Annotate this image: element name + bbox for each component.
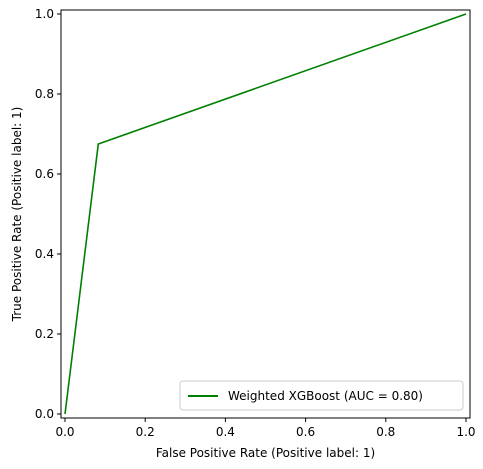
x-tick-label: 0.0: [55, 425, 74, 439]
legend-box: [179, 380, 464, 411]
x-tick-label: 1.0: [456, 425, 475, 439]
y-tick-label: 1.0: [35, 7, 54, 21]
x-tick-label: 0.8: [376, 425, 395, 439]
x-axis-label: False Positive Rate (Positive label: 1): [156, 446, 375, 460]
y-tick-label: 0.4: [35, 247, 54, 261]
legend-label: Weighted XGBoost (AUC = 0.80): [228, 389, 423, 403]
y-tick-label: 0.8: [35, 87, 54, 101]
x-tick-label: 0.2: [136, 425, 155, 439]
x-axis: 0.0 0.2 0.4 0.6 0.8 1.0: [55, 418, 476, 439]
y-axis-label: True Positive Rate (Positive label: 1): [10, 107, 24, 323]
x-tick-label: 0.4: [216, 425, 235, 439]
y-tick-label: 0.6: [35, 167, 54, 181]
x-tick-label: 0.6: [296, 425, 315, 439]
roc-curve-line: [64, 13, 467, 415]
y-tick-label: 0.2: [35, 327, 54, 341]
legend: Weighted XGBoost (AUC = 0.80): [179, 380, 464, 411]
plot-area-frame: [60, 9, 471, 419]
y-axis: 0.0 0.2 0.4 0.6 0.8 1.0: [35, 7, 61, 421]
series-layer: [64, 13, 467, 415]
y-tick-label: 0.0: [35, 407, 54, 421]
